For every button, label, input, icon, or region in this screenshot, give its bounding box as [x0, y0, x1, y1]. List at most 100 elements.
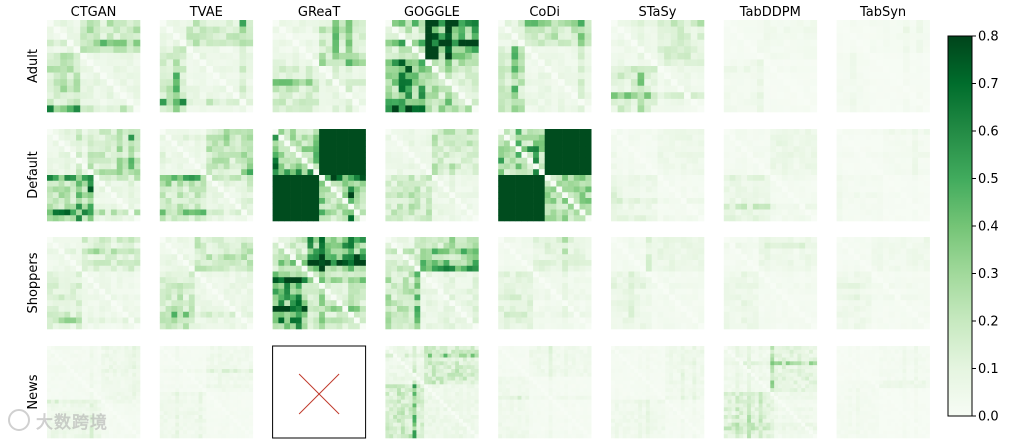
heatmap-cell [58, 248, 65, 255]
heatmap-cell [550, 163, 557, 170]
heatmap-cell [498, 79, 506, 87]
heatmap-cell [113, 105, 121, 113]
heatmap-cell [177, 134, 184, 141]
heatmap-cell [735, 192, 742, 199]
heatmap-cell [431, 152, 439, 159]
heatmap-cell [134, 169, 141, 176]
heatmap-cell [556, 180, 563, 187]
heatmap-cell [776, 175, 783, 182]
heatmap-cell [776, 198, 783, 205]
heatmap-cell [573, 129, 580, 136]
heatmap-cell [645, 215, 652, 222]
heatmap-cell [414, 271, 421, 278]
heatmap-cell [923, 175, 930, 182]
heatmap-cell [53, 66, 61, 73]
heatmap-cell [93, 92, 101, 100]
heatmap-cell [128, 129, 135, 136]
heatmap-cell [737, 79, 745, 87]
heatmap-cell [515, 265, 522, 272]
heatmap-cell [455, 288, 462, 295]
heatmap-cell [859, 129, 866, 136]
heatmap-cell [319, 288, 326, 295]
heatmap-cell [677, 33, 685, 41]
heatmap-cell [498, 98, 506, 106]
heatmap-cell [640, 242, 647, 249]
heatmap-cell [645, 242, 652, 249]
heatmap-cell [743, 85, 751, 93]
heatmap-cell [116, 306, 123, 313]
heatmap-cell [223, 242, 230, 249]
heatmap-cell [750, 20, 758, 27]
heatmap-cell [584, 33, 592, 41]
heatmap-cell [47, 294, 54, 301]
heatmap-cell [93, 306, 100, 313]
heatmap-cell [776, 85, 784, 93]
heatmap-cell [698, 254, 705, 261]
heatmap-cell [241, 198, 248, 205]
heatmap-cell [865, 215, 872, 222]
heatmap-cell [723, 209, 730, 216]
heatmap-cell [408, 311, 415, 318]
heatmap-cell [319, 186, 326, 193]
heatmap-cell [443, 294, 450, 301]
heatmap-cell [159, 33, 167, 41]
heatmap-cell [418, 98, 426, 106]
heatmap-cell [105, 203, 112, 210]
heatmap-cell [579, 134, 586, 141]
heatmap-cell [793, 215, 800, 222]
heatmap-cell [397, 237, 404, 244]
heatmap-cell [345, 20, 353, 27]
heatmap-cell [385, 271, 392, 278]
heatmap-cell [81, 209, 88, 216]
heatmap-cell [567, 203, 575, 210]
heatmap-cell [47, 85, 54, 93]
heatmap-cell [235, 134, 242, 141]
heatmap-cell [431, 140, 439, 147]
heatmap-cell [70, 277, 77, 284]
heatmap-cell [76, 186, 83, 193]
heatmap-cell [426, 254, 433, 261]
heatmap-cell [301, 283, 308, 290]
heatmap-cell [556, 157, 563, 164]
heatmap-cell [76, 175, 83, 182]
heatmap-cell [686, 254, 693, 261]
heatmap-cell [634, 248, 641, 255]
heatmap-cell [295, 180, 302, 187]
heatmap-cell [664, 59, 672, 67]
heatmap-cell [99, 192, 106, 199]
heatmap-cell [515, 248, 522, 255]
heatmap-cell [585, 283, 592, 290]
heatmap-cell [408, 186, 415, 193]
heatmap-cell [443, 152, 450, 159]
heatmap-cell [93, 52, 101, 60]
heatmap-cell [854, 146, 861, 153]
heatmap-cell [544, 209, 551, 216]
heatmap-cell [509, 265, 516, 272]
heatmap-cell [431, 20, 439, 27]
heatmap-cell [177, 175, 184, 182]
heatmap-cell [922, 66, 930, 73]
heatmap-cell [301, 129, 308, 136]
heatmap-cell [556, 152, 563, 159]
heatmap-cell [538, 317, 545, 324]
heatmap-cell [511, 20, 519, 27]
heatmap-cell [579, 157, 586, 164]
heatmap-cell [330, 186, 337, 193]
heatmap-cell [278, 300, 285, 307]
heatmap-cell [651, 203, 658, 210]
heatmap-cell [110, 277, 118, 284]
heatmap-cell [556, 306, 563, 313]
heatmap-cell [624, 46, 632, 54]
heatmap-cell [790, 79, 798, 87]
heatmap-cell [206, 248, 213, 255]
heatmap-cell [426, 152, 433, 159]
heatmap-cell [113, 85, 121, 93]
heatmap-cell [577, 33, 585, 41]
heatmap-cell [385, 306, 392, 313]
heatmap-cell [787, 186, 794, 193]
heatmap-cell [272, 169, 279, 176]
heatmap-cell [319, 242, 326, 249]
heatmap-cell [106, 85, 114, 93]
heatmap-cell [70, 294, 77, 301]
heatmap-cell [776, 157, 783, 164]
